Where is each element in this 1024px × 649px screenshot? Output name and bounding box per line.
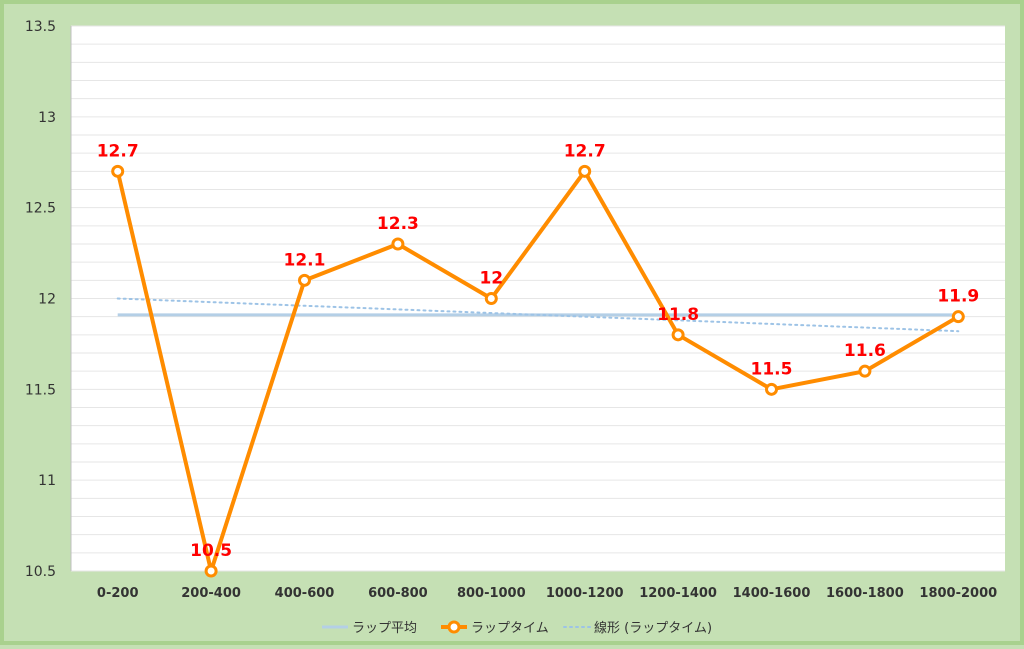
data-point — [484, 292, 498, 305]
legend-label: ラップ平均 — [352, 621, 417, 636]
x-tick-label: 1800-2000 — [919, 586, 997, 601]
data-point — [951, 310, 965, 324]
data-point — [298, 273, 311, 287]
x-tick-label: 800-1000 — [457, 586, 526, 601]
data-point — [111, 164, 125, 178]
data-point — [578, 164, 592, 178]
y-tick-label: 12.5 — [25, 201, 56, 217]
legend-label: ラップタイム — [471, 621, 549, 636]
data-label: 11.9 — [937, 287, 979, 307]
y-tick-label: 13.5 — [25, 19, 56, 35]
data-label: 12 — [479, 269, 503, 289]
data-labels: 12.7 10.5 12.1 12.3 12 12.7 11.8 11.5 11.6 11.9 — [97, 141, 980, 561]
data-label: 10.5 — [190, 541, 232, 561]
y-tick-label: 11 — [38, 473, 56, 489]
grid-layer — [71, 25, 1005, 572]
legend: ラップ平均 ラップタイム 線形 (ラップタイム) — [322, 620, 712, 636]
legend-item: ラップタイム — [441, 620, 549, 636]
x-tick-label: 1400-1600 — [733, 586, 811, 601]
data-label: 12.7 — [97, 141, 139, 161]
data-label: 12.1 — [284, 250, 326, 270]
legend-label: 線形 (ラップタイム) — [594, 620, 712, 636]
series-trend-line — [116, 297, 960, 333]
x-tick-label: 600-800 — [368, 586, 428, 601]
x-tick-label: 1600-1800 — [826, 586, 904, 601]
x-axis: 0-200 200-400 400-600 600-800 800-1000 1000-1… — [97, 586, 997, 601]
data-point — [391, 237, 405, 251]
series-layer — [111, 164, 965, 578]
data-point — [858, 364, 872, 378]
line-chart: 10.5 11 11.5 12 12.5 13 13.5 0-200 200-400 400-6… — [25, 19, 1005, 636]
y-tick-label: 13 — [38, 110, 56, 126]
data-point — [765, 382, 778, 396]
data-point — [671, 328, 685, 342]
data-label: 12.3 — [377, 214, 419, 234]
x-tick-label: 200-400 — [181, 586, 241, 601]
x-tick-label: 400-600 — [275, 586, 335, 601]
legend-marker-lap — [447, 620, 461, 634]
series-lap-line — [115, 169, 960, 573]
y-tick-label: 12 — [38, 292, 56, 308]
y-tick-label: 10.5 — [25, 564, 56, 580]
y-tick-label: 11.5 — [25, 382, 56, 398]
legend-item: 線形 (ラップタイム) — [563, 620, 712, 636]
y-axis: 10.5 11 11.5 12 12.5 13 13.5 — [25, 19, 72, 580]
data-point — [204, 564, 218, 578]
x-tick-label: 1000-1200 — [546, 586, 624, 601]
data-label: 12.7 — [564, 141, 606, 161]
data-label: 11.8 — [657, 305, 699, 325]
data-label: 11.6 — [844, 341, 886, 361]
x-tick-label: 0-200 — [97, 586, 139, 601]
legend-item: ラップ平均 — [322, 621, 417, 636]
x-tick-label: 1200-1400 — [639, 586, 717, 601]
data-label: 11.5 — [751, 359, 793, 379]
